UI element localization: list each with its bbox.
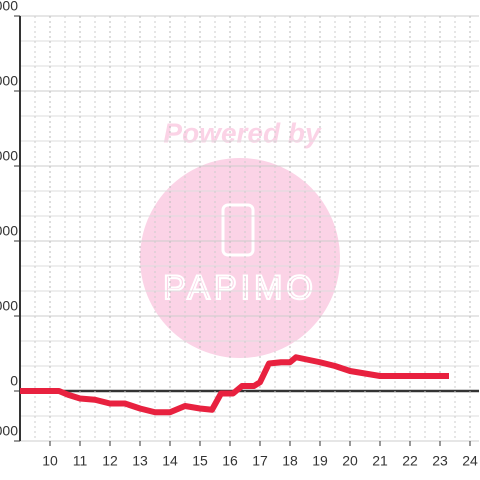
x-tick-label: 13 [132,453,148,469]
y-tick-label: -20,000 [0,423,18,439]
x-tick-label: 21 [372,453,388,469]
x-tick-label: 14 [162,453,178,469]
x-tick-label: 20 [342,453,358,469]
grid: -20,000 0 30,000 60,000 90,000 120,000 150,000… [0,0,479,469]
x-tick-label: 24 [462,453,478,469]
watermark-text: Powered by [163,117,322,148]
y-tick-label: 60,000 [0,223,18,239]
watermark-icon [221,203,255,257]
watermark-logo: PAPIMO [163,269,317,307]
y-tick-label: 150,000 [0,0,18,14]
y-tick-label: 0 [10,373,18,389]
x-tick-label: 19 [312,453,328,469]
y-tick-label: 90,000 [0,148,18,164]
x-tick-label: 23 [432,453,448,469]
x-tick-label: 11 [73,453,88,469]
y-tick-label: 120,000 [0,73,18,89]
y-tick-label: 30,000 [0,298,18,314]
x-tick-label: 10 [42,453,58,469]
x-tick-label: 12 [102,453,118,469]
x-tick-label: 15 [192,453,208,469]
x-tick-label: 22 [402,453,418,469]
x-tick-label: 16 [222,453,238,469]
data-line [20,354,449,416]
watermark-circle [140,158,340,358]
x-tick-label: 18 [282,453,298,469]
plot [20,354,449,416]
x-tick-label: 17 [252,453,268,469]
